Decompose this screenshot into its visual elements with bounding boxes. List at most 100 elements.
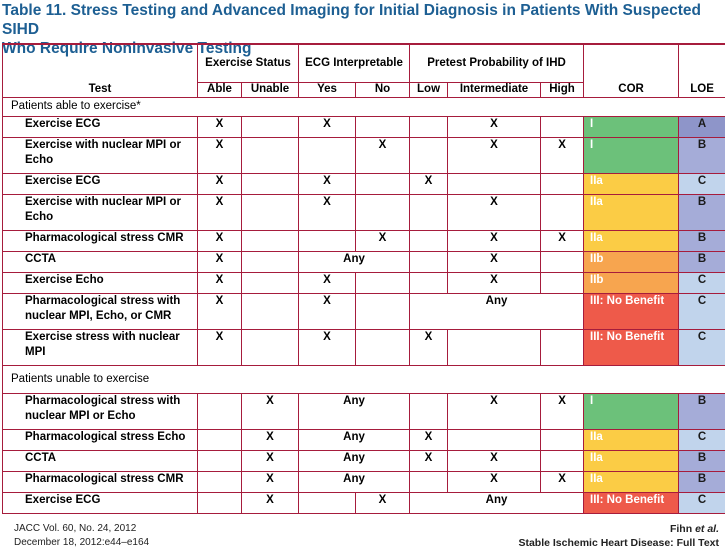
cell-loe: B xyxy=(678,250,725,273)
table-row: CCTA X Any X X IIa B xyxy=(2,449,725,472)
cell-loe: C xyxy=(678,292,725,330)
cell-able xyxy=(197,428,242,451)
cell-pretest-any: Any xyxy=(409,491,585,514)
cell-ecg-no xyxy=(355,193,411,231)
cell-pretest-high: X xyxy=(540,229,585,252)
header-loe: LOE xyxy=(678,43,725,98)
cell-ecg-no xyxy=(355,292,411,330)
cell-loe: A xyxy=(678,115,725,138)
header-pretest-probability: Pretest Probability of IHD xyxy=(409,43,585,83)
cell-unable xyxy=(240,172,300,195)
table-row: Pharmacological stress Echo X Any X IIa C xyxy=(2,428,725,451)
cell-test: Exercise ECG xyxy=(2,115,198,138)
cell-unable xyxy=(240,292,300,330)
cell-loe: C xyxy=(678,491,725,514)
cell-able: X xyxy=(197,292,242,330)
header-cor: COR xyxy=(583,43,680,98)
cell-able: X xyxy=(197,328,242,366)
cell-pretest-intermediate: X xyxy=(447,229,542,252)
cell-loe: C xyxy=(678,428,725,451)
cell-pretest-intermediate: X xyxy=(447,271,542,294)
cell-loe: B xyxy=(678,470,725,493)
table-row: Exercise ECG X X X IIa C xyxy=(2,172,725,195)
cell-pretest-low xyxy=(409,470,449,493)
cell-ecg-yes: X xyxy=(298,115,357,138)
header-exercise-status: Exercise Status xyxy=(196,43,300,83)
cell-able: X xyxy=(197,172,242,195)
cell-test: Pharmacological stress CMR xyxy=(2,229,198,252)
cell-pretest-intermediate xyxy=(447,172,542,195)
cell-pretest-low xyxy=(409,250,449,273)
cell-pretest-high xyxy=(540,328,585,366)
cell-cor: IIa xyxy=(583,449,680,472)
cell-ecg-no xyxy=(355,115,411,138)
cell-cor: IIa xyxy=(583,428,680,451)
cell-ecg-no xyxy=(355,172,411,195)
cell-ecg-yes: X xyxy=(298,328,357,366)
cell-loe: C xyxy=(678,328,725,366)
cell-pretest-low xyxy=(409,136,449,174)
header-high: High xyxy=(540,81,585,98)
footer-author-suffix: et al. xyxy=(695,523,719,535)
cell-ecg-no: X xyxy=(355,229,411,252)
table-title-line1: Table 11. Stress Testing and Advanced Im… xyxy=(2,2,701,38)
cell-unable xyxy=(240,271,300,294)
cell-pretest-intermediate: X xyxy=(447,193,542,231)
cell-loe: B xyxy=(678,449,725,472)
table-body: Patients able to exercise* Exercise ECG X X… xyxy=(1,96,725,514)
cell-pretest-low: X xyxy=(409,449,449,472)
cell-pretest-low xyxy=(409,193,449,231)
section-spacer xyxy=(678,364,725,394)
cell-test: Pharmacological stress with nuclear MPI,… xyxy=(2,292,198,330)
cell-loe: B xyxy=(678,136,725,174)
cell-ecg-no: X xyxy=(355,491,411,514)
cell-ecg-yes xyxy=(298,136,357,174)
cell-able: X xyxy=(197,115,242,138)
table-row: Pharmacological stress CMR X X X X IIa B xyxy=(2,229,725,252)
cell-pretest-high: X xyxy=(540,470,585,493)
cell-able xyxy=(197,470,242,493)
cell-pretest-high xyxy=(540,172,585,195)
cell-ecg-any: Any xyxy=(298,428,411,451)
cell-pretest-intermediate: X xyxy=(447,136,542,174)
cell-loe: B xyxy=(678,193,725,231)
cell-test: Exercise stress with nuclear MPI xyxy=(2,328,198,366)
cell-test: CCTA xyxy=(2,449,198,472)
cell-cor: IIa xyxy=(583,193,680,231)
cell-unable xyxy=(240,115,300,138)
cell-test: Pharmacological stress with nuclear MPI … xyxy=(2,392,198,430)
header-no: No xyxy=(355,81,411,98)
cell-ecg-any: Any xyxy=(298,449,411,472)
table-row: CCTA X Any X IIb B xyxy=(2,250,725,273)
cell-ecg-yes: X xyxy=(298,292,357,330)
table-row: Pharmacological stress with nuclear MPI,… xyxy=(2,292,725,330)
cell-test: Exercise with nuclear MPI or Echo xyxy=(2,136,198,174)
cell-pretest-intermediate: X xyxy=(447,392,542,430)
cell-cor: I xyxy=(583,392,680,430)
header-test: Test xyxy=(2,43,198,98)
cell-ecg-any: Any xyxy=(298,250,411,273)
cell-test: CCTA xyxy=(2,250,198,273)
cell-loe: B xyxy=(678,392,725,430)
table-row: Exercise with nuclear MPI or Echo X X X X I B xyxy=(2,136,725,174)
cell-loe: C xyxy=(678,172,725,195)
cell-loe: C xyxy=(678,271,725,294)
footer-journal-date: December 18, 2012:e44–e164 xyxy=(14,537,150,548)
cell-pretest-low: X xyxy=(409,172,449,195)
cell-test: Exercise ECG xyxy=(2,491,198,514)
cell-ecg-yes: X xyxy=(298,172,357,195)
cell-cor: I xyxy=(583,136,680,174)
cell-ecg-no xyxy=(355,328,411,366)
cell-cor: IIa xyxy=(583,172,680,195)
footer-author: Fihn xyxy=(669,523,693,535)
cell-pretest-intermediate xyxy=(447,428,542,451)
cell-pretest-high: X xyxy=(540,392,585,430)
header-able: Able xyxy=(197,81,242,98)
header-intermediate: Intermediate xyxy=(447,81,542,98)
cell-pretest-low xyxy=(409,271,449,294)
section-label: Patients able to exercise* xyxy=(1,96,679,117)
cell-unable: X xyxy=(240,491,300,514)
header-ecg-interpretable: ECG Interpretable xyxy=(298,43,411,83)
table-row: Exercise ECG X X Any III: No Benefit C xyxy=(2,491,725,514)
cell-pretest-low xyxy=(409,115,449,138)
